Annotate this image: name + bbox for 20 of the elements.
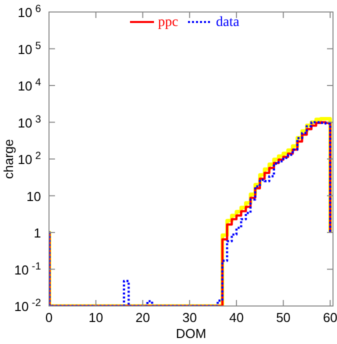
x-axis-title: DOM — [176, 326, 206, 341]
x-tick-label: 40 — [229, 310, 244, 325]
legend-label: data — [216, 15, 240, 30]
x-tick-label: 30 — [182, 310, 197, 325]
x-tick-label: 0 — [45, 310, 53, 325]
y-tick-label: 10$^{2}$ — [18, 150, 42, 167]
y-tick-label: 10$^{5}$ — [18, 40, 42, 57]
y-tick-label: 10$^{-2}$ — [14, 298, 42, 314]
y-tick-label: 10$^{3}$ — [18, 114, 42, 130]
y-tick-label: 1 — [34, 226, 41, 240]
x-tick-label: 50 — [276, 310, 291, 325]
y-tick-label: 10 — [26, 188, 41, 204]
y-axis-title: charge — [1, 139, 16, 179]
y-tick-label: 10$^{-1}$ — [14, 260, 42, 278]
y-tick-label: 10$^{6}$ — [18, 4, 42, 20]
x-tick-label: 60 — [322, 310, 337, 325]
y-tick-label: 10$^{4}$ — [18, 77, 42, 94]
x-tick-label: 10 — [88, 310, 104, 325]
x-tick-label: 20 — [135, 310, 150, 325]
legend-label: ppc — [158, 15, 178, 30]
